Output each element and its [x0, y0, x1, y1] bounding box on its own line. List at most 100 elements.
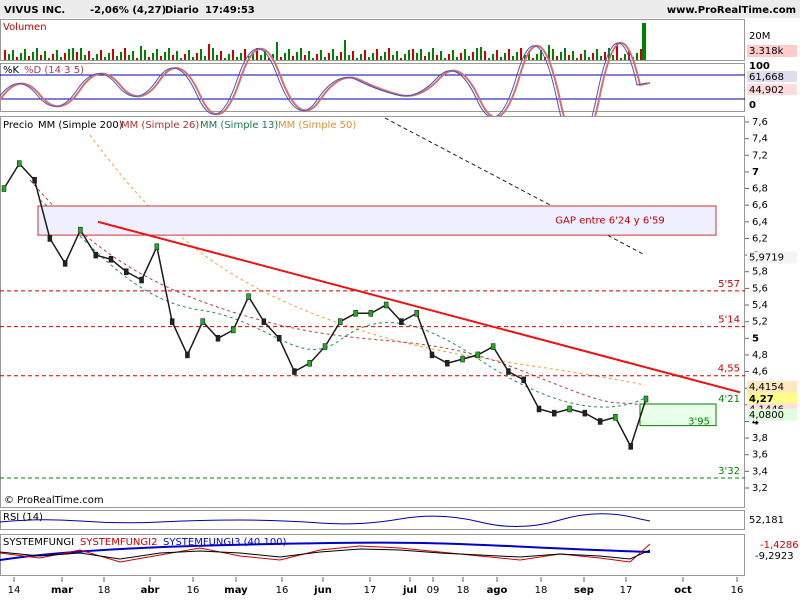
x-tick-label: 18 — [535, 585, 548, 596]
volume-bar — [396, 51, 398, 60]
price-candle — [231, 326, 236, 334]
x-tick-label: 16 — [187, 585, 200, 596]
price-candle — [414, 310, 419, 317]
volume-bar — [128, 55, 130, 60]
ma13 — [39, 199, 646, 408]
x-tick-label: may — [224, 585, 248, 596]
volume-bar — [480, 47, 482, 60]
volume-bar — [404, 54, 406, 60]
volume-bar — [12, 50, 14, 60]
volume-bar — [464, 49, 466, 60]
change: -2,06% (4,27) — [90, 5, 166, 16]
volume-bar — [48, 58, 50, 60]
y-tick-label: 3,8 — [752, 433, 768, 444]
volume-bar — [420, 49, 422, 60]
volume-axis-label: 3.318k — [749, 46, 784, 57]
volume-bar — [332, 49, 334, 60]
x-tick-label: jun — [313, 585, 332, 596]
box-low-label: 3'95 — [688, 417, 710, 428]
volume-bar — [524, 55, 526, 60]
volume-bar — [164, 52, 166, 60]
price-candle — [17, 160, 22, 167]
stoch-axis: 100 — [749, 61, 770, 72]
volume-bar — [52, 54, 54, 60]
price-tag — [747, 380, 797, 393]
volume-bar — [232, 50, 234, 60]
volume-bar — [120, 52, 122, 60]
price-candle — [521, 376, 526, 384]
volume-bar — [416, 53, 418, 60]
stoch-label: %K — [3, 65, 20, 76]
volume-bar — [600, 56, 602, 60]
y-tick-label: 7,4 — [752, 134, 768, 145]
volume-bar — [276, 42, 278, 60]
x-tick-label: 18 — [457, 585, 470, 596]
sf-label: SYSTEMFUNGI3 (40 100) — [163, 537, 287, 548]
price-candle — [613, 414, 618, 421]
volume-bar — [188, 50, 190, 60]
price-candle — [215, 335, 221, 342]
volume-bar — [224, 58, 226, 60]
volume-bar — [152, 53, 154, 60]
volume-bar — [640, 49, 642, 60]
price-candle — [292, 368, 297, 375]
volume-bar — [44, 51, 46, 60]
volume-bar — [252, 52, 254, 60]
volume-bar — [84, 55, 86, 60]
volume-bar — [500, 57, 502, 60]
volume-bar — [448, 54, 450, 60]
volume-bar — [584, 50, 586, 60]
price-candle — [307, 359, 312, 367]
price-tag — [747, 408, 797, 421]
volume-bar — [68, 49, 70, 60]
volume-bar — [184, 54, 186, 60]
price-candle — [445, 359, 450, 367]
price-candle — [353, 310, 358, 317]
volume-bar — [24, 49, 26, 60]
legend-ma13: MM (Simple 13) — [200, 120, 278, 131]
volume-bar — [472, 52, 474, 60]
level-label: 5'14 — [718, 315, 740, 326]
y-tick-label: 3,6 — [752, 450, 768, 461]
volume-bar — [76, 52, 78, 60]
volume-bar — [40, 55, 42, 60]
volume-bar — [624, 54, 626, 60]
x-tick-label: ago — [487, 585, 508, 596]
price-candle — [169, 318, 175, 325]
volume-bar — [424, 56, 426, 60]
price-title: Precio — [3, 120, 33, 131]
stoch-d — [0, 42, 651, 147]
volume-bar — [440, 51, 442, 60]
volume-bar — [620, 58, 622, 60]
volume-bar — [512, 56, 514, 60]
volume-bar — [616, 43, 618, 60]
volume-bar — [564, 48, 566, 60]
y-tick-label: 4 — [752, 416, 759, 427]
x-tick-label: 16 — [731, 585, 744, 596]
volume-bar — [556, 56, 558, 60]
level-label: 5'57 — [718, 279, 740, 290]
volume-bar — [608, 48, 610, 60]
sf-line — [0, 548, 651, 560]
volume-bar — [176, 51, 178, 60]
price-candle — [47, 235, 53, 242]
sf-label: SYSTEMFUNGI — [3, 537, 74, 548]
gap-label: GAP entre 6'24 y 6'59 — [555, 216, 664, 227]
price-candle — [322, 343, 328, 350]
volume-bar — [604, 52, 606, 60]
volume-bar — [348, 55, 350, 60]
rsi-label: RSI (14) — [3, 512, 43, 523]
volume-bar — [144, 50, 146, 60]
price-candle — [78, 226, 83, 234]
volume-bar — [456, 57, 458, 60]
price-candle — [154, 243, 160, 251]
price-candle — [460, 355, 465, 363]
volume-bar — [168, 48, 170, 60]
symbol: VIVUS INC. — [4, 5, 65, 16]
volume-tag — [747, 45, 797, 57]
volume-bar — [412, 49, 414, 60]
legend-ma50: MM (Simple 50) — [278, 120, 356, 131]
volume-bar — [612, 55, 614, 60]
x-tick-label: oct — [674, 585, 692, 596]
